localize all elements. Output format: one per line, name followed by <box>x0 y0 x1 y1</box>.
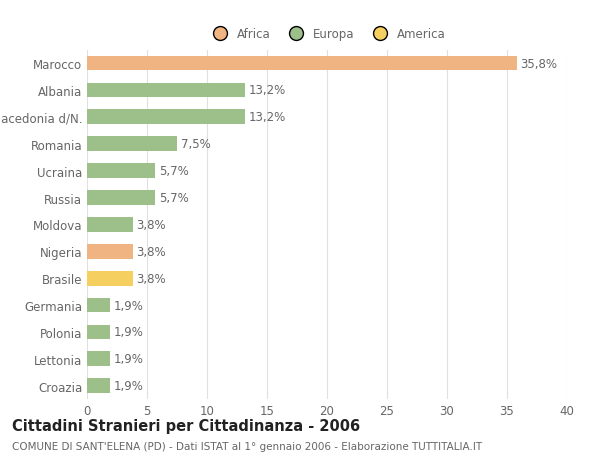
Text: COMUNE DI SANT'ELENA (PD) - Dati ISTAT al 1° gennaio 2006 - Elaborazione TUTTITA: COMUNE DI SANT'ELENA (PD) - Dati ISTAT a… <box>12 441 482 451</box>
Text: 13,2%: 13,2% <box>249 84 286 97</box>
Bar <box>87 379 110 393</box>
Bar <box>87 84 245 98</box>
Text: 5,7%: 5,7% <box>159 191 189 205</box>
Bar <box>87 244 133 259</box>
Bar <box>87 56 517 71</box>
Bar <box>87 218 133 232</box>
Text: 3,8%: 3,8% <box>136 272 166 285</box>
Bar <box>87 325 110 340</box>
Text: 1,9%: 1,9% <box>113 326 143 339</box>
Text: 7,5%: 7,5% <box>181 138 211 151</box>
Text: 1,9%: 1,9% <box>113 380 143 392</box>
Text: 3,8%: 3,8% <box>136 245 166 258</box>
Bar <box>87 110 245 125</box>
Text: 13,2%: 13,2% <box>249 111 286 124</box>
Text: 35,8%: 35,8% <box>520 57 557 70</box>
Text: 5,7%: 5,7% <box>159 165 189 178</box>
Bar <box>87 271 133 286</box>
Bar <box>87 190 155 206</box>
Text: 1,9%: 1,9% <box>113 299 143 312</box>
Bar <box>87 164 155 179</box>
Bar <box>87 352 110 366</box>
Text: 3,8%: 3,8% <box>136 218 166 231</box>
Text: Cittadini Stranieri per Cittadinanza - 2006: Cittadini Stranieri per Cittadinanza - 2… <box>12 418 360 433</box>
Text: 1,9%: 1,9% <box>113 353 143 365</box>
Bar <box>87 137 177 152</box>
Bar <box>87 298 110 313</box>
Legend: Africa, Europa, America: Africa, Europa, America <box>208 28 446 41</box>
